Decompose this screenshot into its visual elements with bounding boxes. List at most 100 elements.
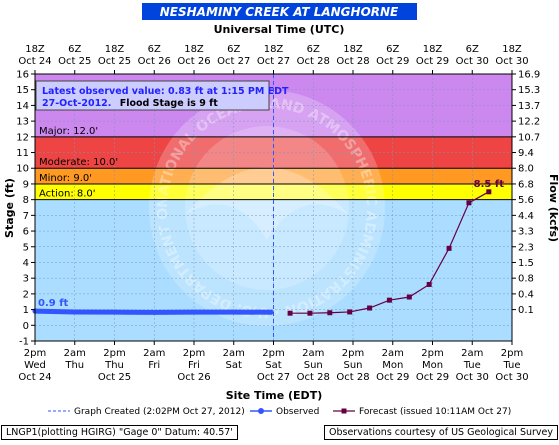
observed-point <box>72 309 78 315</box>
bottom-tick-day: Thu <box>104 360 124 371</box>
y-tick-label: 7 <box>23 211 29 222</box>
top-tick-date: Oct 30 <box>495 56 528 67</box>
top-tick-date: Oct 28 <box>336 56 369 67</box>
footer-datum: LNGP1(plotting HGIRG) "Gage 0" Datum: 40… <box>1 425 238 440</box>
bottom-tick-label: 2pm <box>103 348 125 359</box>
bottom-tick-date: Oct 27 <box>257 372 290 383</box>
y-tick-label: 5 <box>23 242 29 253</box>
bottom-tick-day: Mon <box>422 360 443 371</box>
top-axis-title: Universal Time (UTC) <box>214 23 345 36</box>
forecast-point <box>287 310 293 316</box>
legend-forecast-label: Forecast (issued 10:11AM Oct 27) <box>359 407 511 417</box>
watermark-bird <box>185 167 349 240</box>
top-tick-label: 18Z <box>184 44 204 55</box>
bottom-tick-label: 2am <box>302 348 324 359</box>
watermark-inner <box>185 126 349 290</box>
y2-tick-label: 4.4 <box>518 211 534 222</box>
y2-tick-label: 5.6 <box>518 195 534 206</box>
top-tick-date: Oct 27 <box>257 56 290 67</box>
top-tick-label: 18Z <box>343 44 363 55</box>
top-tick-date: Oct 26 <box>138 56 171 67</box>
y2-tick-label: 10.7 <box>518 132 540 143</box>
observed-start-label: 0.9 ft <box>38 298 69 309</box>
top-tick-label: 18Z <box>25 44 45 55</box>
top-tick-label: 6Z <box>68 44 81 55</box>
bottom-tick-label: 2pm <box>183 348 205 359</box>
latest-observed-text: Latest observed value: 0.83 ft at 1:15 P… <box>42 86 289 97</box>
bottom-tick-day: Sun <box>343 360 362 371</box>
y2-tick-label: 0.8 <box>518 274 534 285</box>
x-axis-title: Site Time (EDT) <box>226 389 322 402</box>
y2-tick-label: 9.4 <box>518 148 534 159</box>
watermark-ring <box>149 90 385 326</box>
y2-tick-label: 16.9 <box>518 70 540 81</box>
y-tick-label: 3 <box>23 274 29 285</box>
forecast-point <box>386 297 392 303</box>
top-tick-label: 18Z <box>502 44 522 55</box>
bottom-tick-label: 2am <box>382 348 404 359</box>
bottom-tick-day: Mon <box>382 360 403 371</box>
footer-credit: Observations courtesy of US Geological S… <box>323 425 558 440</box>
bottom-tick-label: 2am <box>461 348 483 359</box>
y-tick-label: 9 <box>23 179 29 190</box>
legend-forecast-marker <box>341 408 347 414</box>
y2-tick-label: 0.1 <box>518 305 534 316</box>
y2-tick-label: 0.4 <box>518 289 534 300</box>
band-label-major: Major: 12.0' <box>39 126 98 137</box>
bottom-tick-label: 2am <box>223 348 245 359</box>
y2-tick-label: 13.7 <box>518 101 540 112</box>
bottom-tick-day: Fri <box>148 360 160 371</box>
top-tick-date: Oct 25 <box>98 56 131 67</box>
observed-point <box>151 309 157 315</box>
bottom-tick-day: Tue <box>502 360 520 371</box>
forecast-point <box>327 310 333 316</box>
bottom-tick-date: Oct 24 <box>18 372 51 383</box>
y-tick-label: 8 <box>23 195 29 206</box>
band-label-action: Action: 8.0' <box>39 189 96 200</box>
bottom-tick-date: Oct 28 <box>336 372 369 383</box>
y-tick-label: 16 <box>16 70 29 81</box>
top-tick-label: 6Z <box>148 44 161 55</box>
bottom-tick-day: Sat <box>226 360 242 371</box>
bottom-tick-date: Oct 26 <box>177 372 210 383</box>
latest-observed-date: 27-Oct-2012. <box>42 98 111 109</box>
bottom-tick-day: Sat <box>265 360 281 371</box>
bottom-tick-day: Tue <box>463 360 481 371</box>
forecast-point <box>426 281 432 287</box>
forecast-point <box>486 189 492 195</box>
observed-point <box>191 309 197 315</box>
y-tick-label: 4 <box>23 258 29 269</box>
bottom-tick-day: Fri <box>188 360 200 371</box>
y-tick-label: 6 <box>23 227 29 238</box>
forecast-point <box>307 310 313 316</box>
top-tick-label: 6Z <box>227 44 240 55</box>
bottom-tick-date: Oct 28 <box>297 372 330 383</box>
y-tick-label: 15 <box>16 85 29 96</box>
title-bar <box>142 3 417 20</box>
bottom-tick-label: 2pm <box>501 348 523 359</box>
top-tick-label: 18Z <box>264 44 284 55</box>
y-tick-label: 12 <box>16 132 29 143</box>
legend-observed-marker <box>258 408 264 414</box>
bottom-tick-label: 2pm <box>24 348 46 359</box>
observed-point <box>231 309 237 315</box>
top-tick-date: Oct 26 <box>177 56 210 67</box>
top-tick-date: Oct 29 <box>376 56 409 67</box>
legend-observed-label: Observed <box>276 407 319 417</box>
legend: Graph Created (2:02PM Oct 27, 2012) Obse… <box>48 407 511 417</box>
forecast-point <box>347 309 353 315</box>
top-tick-label: 18Z <box>105 44 125 55</box>
band-label-minor: Minor: 9.0' <box>39 173 92 184</box>
y2-tick-label: 15.3 <box>518 85 540 96</box>
y2-tick-label: 1.5 <box>518 258 534 269</box>
bottom-tick-label: 2am <box>143 348 165 359</box>
forecast-point <box>406 294 412 300</box>
y2-tick-label: 2.3 <box>518 242 534 253</box>
bottom-tick-date: Oct 30 <box>456 372 489 383</box>
forecast-point <box>466 200 472 206</box>
latest-observation-box: Latest observed value: 0.83 ft at 1:15 P… <box>35 80 289 111</box>
bottom-tick-label: 2pm <box>342 348 364 359</box>
svg-text:27-Oct-2012. Flood Sta: 27-Oct-2012. Flood Stage is 9 ft <box>42 98 218 109</box>
chart-title: NESHAMINY CREEK AT LANGHORNE <box>160 5 399 19</box>
